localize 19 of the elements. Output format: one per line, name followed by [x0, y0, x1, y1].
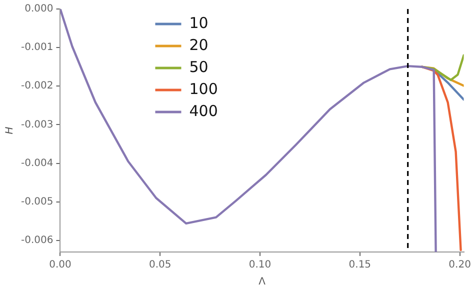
x-tick-label: 0.10 — [248, 260, 272, 271]
x-tick-label: 0.15 — [348, 260, 372, 271]
legend-label: 10 — [189, 14, 208, 32]
y-tick-label: -0.001 — [20, 42, 54, 54]
y-tick-label: 0.000 — [24, 4, 54, 15]
y-tick-label: -0.003 — [20, 119, 54, 130]
y-axis-title: H — [4, 126, 16, 134]
legend-label: 100 — [189, 80, 218, 98]
legend-label: 400 — [189, 102, 218, 120]
y-tick-label: -0.002 — [20, 80, 54, 92]
x-tick-label: 0.00 — [49, 260, 72, 271]
x-tick-label: 0.20 — [448, 260, 471, 271]
y-tick-label: -0.004 — [20, 158, 54, 169]
legend-label: 20 — [189, 36, 208, 54]
y-tick-label: -0.006 — [20, 235, 54, 246]
legend-label: 50 — [189, 58, 208, 76]
y-tick-label: -0.005 — [20, 196, 54, 208]
x-axis-title: Λ — [258, 276, 266, 288]
x-tick-label: 0.05 — [148, 260, 172, 271]
